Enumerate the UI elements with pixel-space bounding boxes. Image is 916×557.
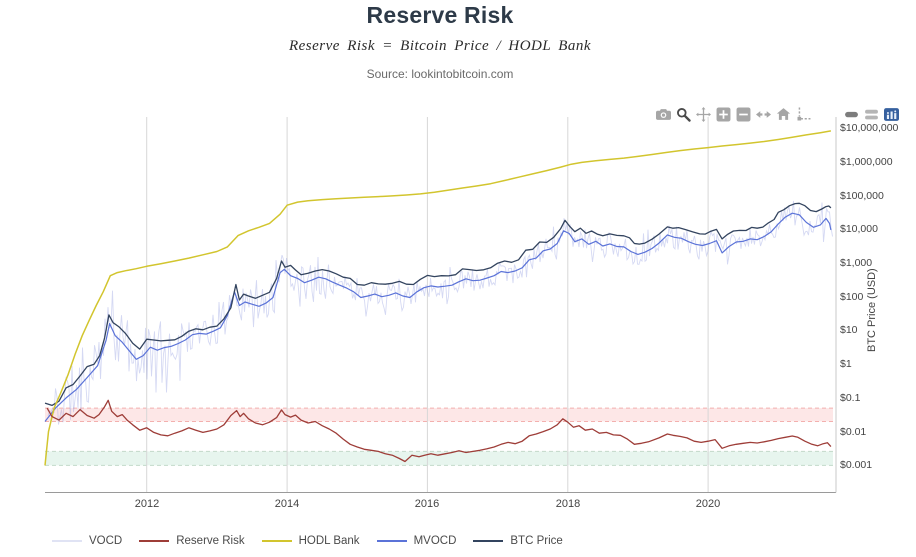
series-line-hodl-bank: [44, 130, 832, 466]
y-tick-label: $100,000: [840, 190, 884, 202]
legend-swatch: [261, 540, 292, 542]
buy-zone-band: [45, 451, 833, 466]
legend-swatch: [139, 540, 170, 542]
series-line-btc-price: [44, 202, 832, 407]
y-tick-label: $1,000,000: [840, 156, 893, 168]
legend-swatch: [473, 540, 504, 542]
zoom-in-icon: [716, 107, 730, 121]
legend-label: Reserve Risk: [176, 535, 245, 547]
legend-item-btc-price[interactable]: BTC Price: [473, 535, 563, 547]
autoscale-icon: [755, 110, 771, 118]
chart-legend: VOCD Reserve Risk HODL Bank MVOCD BTC Price: [52, 535, 563, 547]
legend-label: MVOCD: [413, 535, 457, 547]
page-title: Reserve Risk: [366, 2, 514, 28]
y-tick-label: $0.01: [840, 426, 867, 438]
zoom-tool-button[interactable]: [674, 105, 692, 123]
zoom-out-icon: [736, 107, 750, 121]
magnifier-icon: [676, 107, 691, 122]
x-tick-label: 2012: [134, 498, 160, 510]
chart-header: Reserve Risk Reserve Risk = Bitcoin Pric…: [0, 0, 880, 81]
series-line-vocd: [47, 200, 833, 425]
y-axis-title: BTC Price (USD): [866, 268, 878, 352]
y-tick-label: $10: [840, 324, 858, 336]
legend-item-reserve-risk[interactable]: Reserve Risk: [139, 535, 245, 547]
x-tick-label: 2016: [414, 498, 440, 510]
y-tick-label: $0.001: [840, 459, 873, 471]
reset-axes-button[interactable]: [774, 105, 792, 123]
legend-label: BTC Price: [510, 535, 563, 547]
hover-closest-icon: [844, 111, 858, 117]
toggle-spikelines-button[interactable]: [794, 105, 812, 123]
plot-toolbar-hover-group: [842, 105, 900, 123]
x-tick-label: 2018: [555, 498, 581, 510]
y-tick-label: $1: [840, 358, 852, 370]
x-tick-label: 2014: [274, 498, 300, 510]
series-line-mvocd: [44, 212, 832, 422]
sell-zone-band: [45, 408, 833, 422]
pan-tool-button[interactable]: [694, 105, 712, 123]
y-tick-label: $10,000: [840, 223, 878, 235]
y-tick-label: $1,000: [840, 257, 873, 269]
plot-toolbar: [654, 105, 812, 123]
zoom-out-button[interactable]: [734, 105, 752, 123]
home-icon: [776, 107, 790, 120]
plotly-logo-icon: [883, 107, 899, 121]
zoom-in-button[interactable]: [714, 105, 732, 123]
hover-closest-button[interactable]: [842, 105, 860, 123]
spikelines-icon: [797, 107, 810, 120]
x-tick-label: 2020: [695, 498, 721, 510]
chart-source: Source: lookintobitcoin.com: [366, 67, 514, 81]
legend-label: HODL Bank: [298, 535, 360, 547]
plotly-logo-button[interactable]: [882, 105, 900, 123]
autoscale-button[interactable]: [754, 105, 772, 123]
legend-item-hodl-bank[interactable]: HODL Bank: [261, 535, 360, 547]
series-line-reserve-risk: [46, 399, 832, 463]
chart-subtitle: Reserve Risk = Bitcoin Price / HODL Bank: [288, 38, 592, 54]
legend-swatch: [376, 540, 407, 542]
pan-icon: [695, 106, 711, 122]
y-tick-label: $100: [840, 291, 864, 303]
legend-item-mvocd[interactable]: MVOCD: [376, 535, 457, 547]
legend-item-vocd[interactable]: VOCD: [52, 535, 122, 547]
y-tick-label: $10,000,000: [840, 122, 899, 134]
hover-compare-button[interactable]: [862, 105, 880, 123]
hover-compare-icon: [864, 109, 878, 119]
legend-label: VOCD: [89, 535, 123, 547]
download-png-button[interactable]: [654, 105, 672, 123]
camera-icon: [655, 108, 671, 120]
legend-swatch: [52, 540, 82, 542]
y-tick-label: $0.1: [840, 392, 861, 404]
